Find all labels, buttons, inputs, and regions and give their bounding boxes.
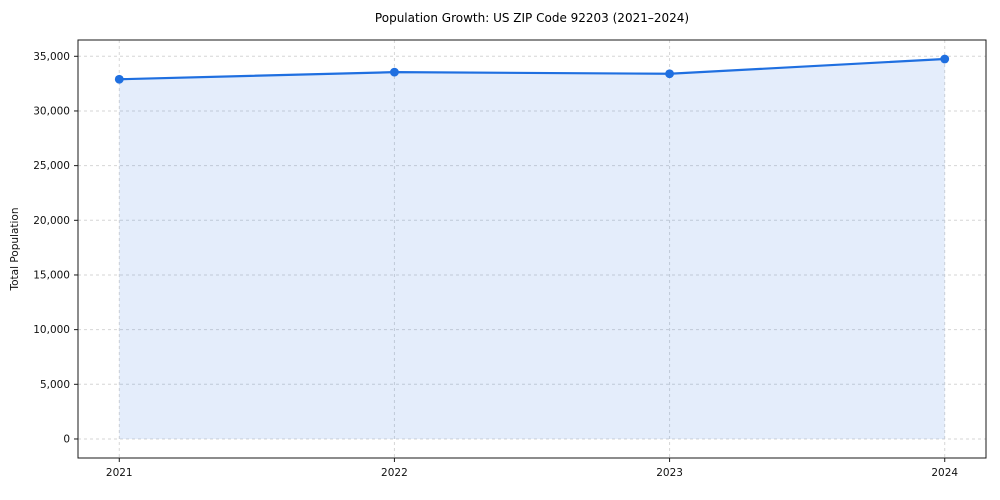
area-fill xyxy=(119,59,945,439)
data-layer xyxy=(114,54,950,439)
y-tick-label: 25,000 xyxy=(33,160,70,172)
x-tick-label: 2021 xyxy=(106,467,133,479)
y-tick-label: 10,000 xyxy=(33,324,70,336)
y-tick-label: 15,000 xyxy=(33,269,70,281)
data-point-2023[interactable] xyxy=(665,69,674,79)
y-axis-label: Total Population xyxy=(9,207,21,291)
x-tick-label: 2023 xyxy=(656,467,683,479)
population-line xyxy=(118,57,946,81)
chart-title: Population Growth: US ZIP Code 92203 (20… xyxy=(375,11,689,25)
y-tick-label: 35,000 xyxy=(33,51,70,63)
y-tick-label: 5,000 xyxy=(40,379,70,391)
y-tick-label: 20,000 xyxy=(33,215,70,227)
data-point-2024[interactable] xyxy=(940,54,950,64)
data-point-2022[interactable] xyxy=(390,67,399,77)
y-tick-label: 30,000 xyxy=(33,105,70,117)
axes-layer: 0 5,000 10,000 15,000 20,000 25,000 30,000 35,0… xyxy=(33,39,987,479)
x-tick-label: 2024 xyxy=(931,467,958,479)
x-tick-label: 2022 xyxy=(381,467,408,479)
grid-layer xyxy=(78,40,986,458)
y-tick-label: 0 xyxy=(63,433,70,445)
data-point-2021[interactable] xyxy=(114,74,124,84)
axes-box xyxy=(77,39,987,459)
